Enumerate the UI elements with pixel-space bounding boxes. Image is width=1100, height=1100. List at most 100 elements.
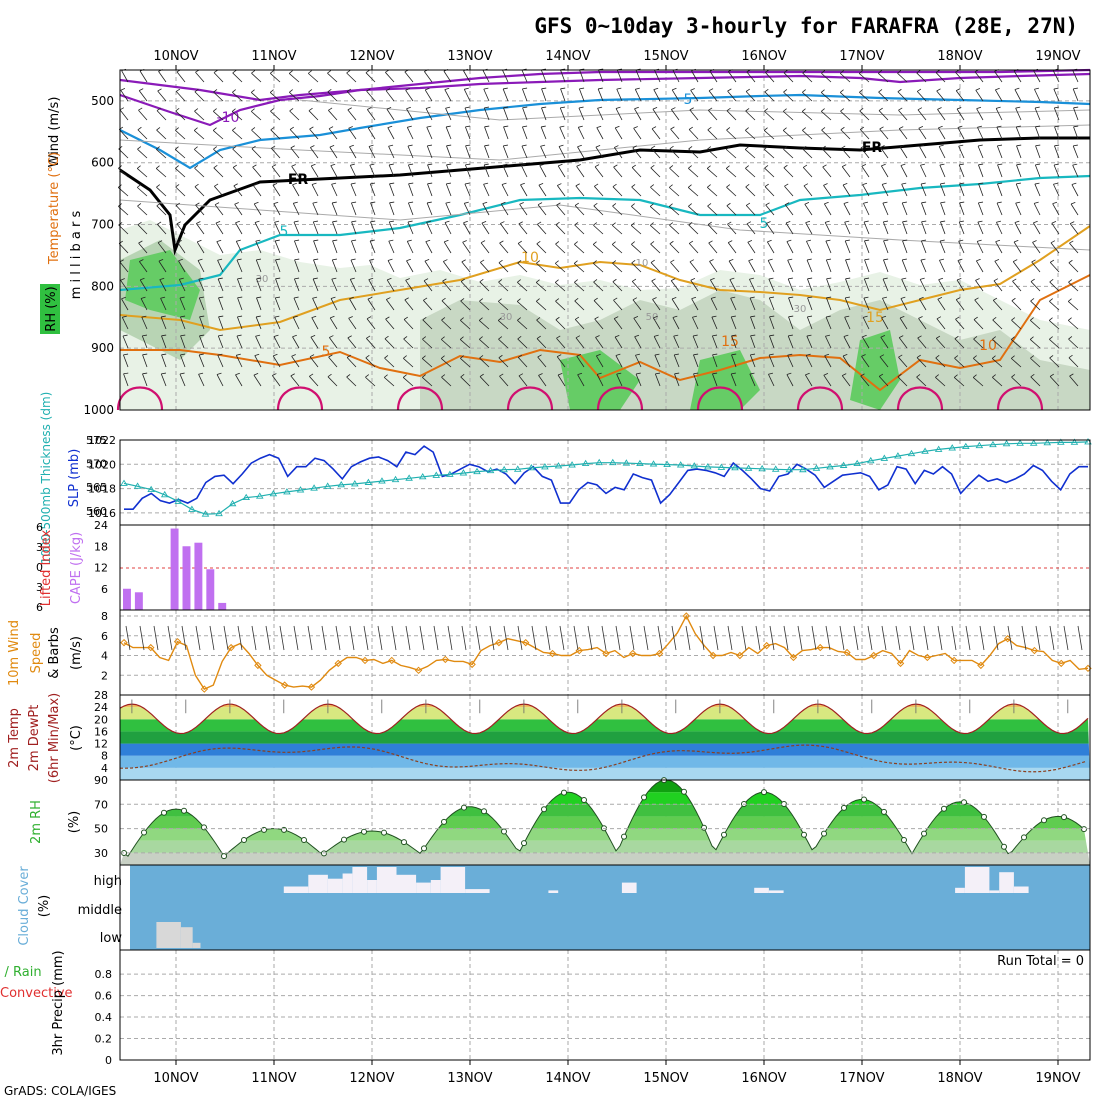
wind-barb bbox=[909, 625, 915, 651]
wind-barb bbox=[236, 259, 243, 273]
temp-labels: 2m Temp 2m DewPt (6hr Min/Max) (°C) bbox=[7, 693, 84, 783]
wind-barb-flag bbox=[787, 353, 793, 356]
wind-barb bbox=[805, 355, 813, 368]
wind-barb-flag bbox=[270, 70, 274, 74]
wind-barb-flag bbox=[1070, 201, 1076, 205]
wind-barb-flag bbox=[516, 298, 521, 302]
wind-barb bbox=[878, 376, 889, 387]
wind-barb-flag bbox=[311, 163, 316, 167]
wind-barb-flag bbox=[842, 182, 848, 186]
wind-barb bbox=[672, 317, 680, 330]
wind-barb-flag bbox=[137, 203, 142, 207]
wind-barb bbox=[388, 146, 395, 159]
wind-barb-flag bbox=[727, 221, 732, 225]
wind-barb bbox=[460, 376, 471, 387]
wind-barb-flag bbox=[293, 296, 299, 299]
wind-barb bbox=[574, 205, 585, 216]
rh-legend-swatch bbox=[40, 284, 60, 334]
wind-barb-flag bbox=[197, 258, 203, 261]
wind-barb bbox=[651, 128, 661, 140]
wind-barb bbox=[445, 126, 452, 140]
wind-barb-flag bbox=[403, 336, 408, 340]
li-tick-label: 6 bbox=[36, 521, 43, 534]
wind-barb bbox=[193, 130, 205, 140]
rh-marker bbox=[421, 845, 427, 852]
wind-barb bbox=[937, 127, 946, 140]
temp-band bbox=[120, 719, 1090, 732]
wind-barb-flag bbox=[763, 127, 768, 131]
thickness-tick-label: 570 bbox=[86, 458, 107, 471]
rh-marker bbox=[861, 796, 867, 803]
wind-barb-flag bbox=[977, 239, 982, 242]
wind-barb bbox=[688, 129, 699, 140]
wind-barb-flag bbox=[937, 107, 942, 110]
date-label-top: 17NOV bbox=[839, 49, 884, 64]
wind-barb-flag bbox=[899, 315, 905, 319]
wind-barb-flag bbox=[137, 126, 142, 131]
wind-barb-flag bbox=[769, 296, 775, 299]
wind-barb bbox=[463, 203, 471, 216]
wind-barb bbox=[557, 165, 566, 178]
wind-barb bbox=[482, 70, 490, 83]
date-label-bottom: 16NOV bbox=[741, 1071, 786, 1086]
wind-barb-flag bbox=[255, 239, 261, 242]
wind-barb bbox=[616, 373, 623, 387]
wind-barb-flag bbox=[350, 277, 355, 280]
wind-marker bbox=[521, 638, 530, 647]
wind-barb bbox=[480, 262, 490, 273]
wind-barb bbox=[650, 225, 661, 235]
wind-barb-flag bbox=[993, 297, 998, 301]
wind-barb bbox=[820, 92, 832, 102]
cape-tick-label: 24 bbox=[94, 519, 108, 532]
wind-barb bbox=[419, 625, 425, 651]
wind-barb-flag bbox=[674, 372, 680, 375]
wind-barb-flag bbox=[882, 296, 888, 299]
wind-barb bbox=[174, 149, 186, 159]
wind-barb-flag bbox=[900, 163, 906, 166]
wind-barb-flag bbox=[977, 125, 983, 128]
wind-barb-flag bbox=[1053, 182, 1059, 185]
date-label-top: 15NOV bbox=[643, 49, 688, 64]
wind-barb bbox=[747, 241, 756, 254]
wind-barb-flag bbox=[536, 335, 541, 339]
wind-barb bbox=[557, 185, 566, 197]
total-rain-label: Total / Rain bbox=[0, 965, 42, 980]
wind-barb-flag bbox=[350, 163, 355, 166]
wind-barb bbox=[670, 128, 680, 140]
wind-barb bbox=[897, 72, 908, 83]
wind-barb bbox=[768, 354, 775, 368]
wind-barb bbox=[460, 300, 471, 311]
wind-barb-flag bbox=[1050, 240, 1056, 244]
wind-barb bbox=[122, 335, 129, 349]
wind-barb-flag bbox=[1068, 259, 1073, 264]
wind-barb bbox=[977, 202, 984, 216]
isotherm-hot bbox=[116, 386, 164, 411]
date-label-bottom: 15NOV bbox=[643, 1071, 688, 1086]
wind-barb-flag bbox=[218, 296, 224, 299]
wind-barb-flag bbox=[199, 334, 205, 337]
wind-barb bbox=[142, 354, 148, 368]
wind-barb-flag bbox=[920, 182, 926, 185]
wind-barb bbox=[710, 298, 718, 311]
wind-barb-flag bbox=[689, 259, 695, 263]
wind-barb bbox=[196, 241, 205, 254]
wind-barb bbox=[708, 242, 718, 254]
wind-barb bbox=[479, 300, 490, 311]
wind-barb-flag bbox=[769, 334, 775, 337]
wind-barb bbox=[367, 109, 376, 121]
wind-barb bbox=[499, 375, 509, 387]
wind-barb-flag bbox=[788, 296, 794, 299]
wind-barb bbox=[690, 90, 699, 102]
wind-barb-flag bbox=[199, 315, 205, 318]
wind-barb-flag bbox=[444, 239, 449, 243]
wind-barb-flag bbox=[917, 88, 922, 92]
wind-barb-flag bbox=[878, 89, 883, 93]
wind-barb-flag bbox=[214, 202, 220, 206]
wind-barb-flag bbox=[954, 355, 959, 359]
wind-barb bbox=[1015, 107, 1022, 121]
wind-barb-flag bbox=[826, 296, 832, 299]
rh-marker bbox=[581, 796, 587, 803]
wind-barb bbox=[882, 278, 889, 292]
barbs-axis-label: & Barbs bbox=[47, 627, 62, 679]
wind-barb-flag bbox=[289, 89, 293, 93]
